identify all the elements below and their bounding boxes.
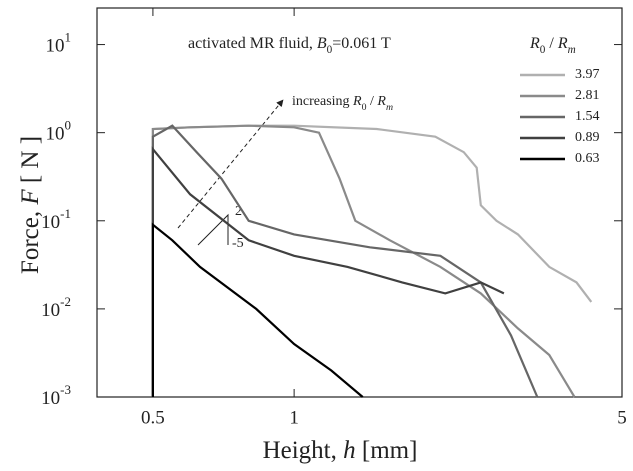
tick-base: 10	[41, 212, 60, 233]
y-axis-label: Force, F [ N ]	[17, 136, 44, 274]
slope-triangle	[197, 213, 229, 246]
tick-base: 10	[41, 300, 60, 321]
tick-exponent: 0	[65, 118, 72, 133]
text-part: F	[17, 189, 44, 206]
legend-label: 0.63	[575, 151, 600, 166]
series-line	[151, 124, 593, 397]
legend-label: 1.54	[575, 109, 600, 124]
text-part: increasing	[292, 94, 353, 109]
series-line	[151, 124, 539, 398]
text-part: /	[367, 94, 378, 109]
series-line	[151, 222, 364, 398]
x-axis-label: Height, h [mm]	[263, 437, 418, 464]
slope-label: 2	[235, 204, 242, 219]
text-part: R	[376, 94, 386, 109]
tick-base: 10	[41, 388, 60, 409]
y-tick-label: 101	[46, 30, 72, 57]
series-line	[151, 124, 576, 398]
y-tick-label: 10-1	[41, 206, 71, 233]
text-part: Force,	[17, 205, 44, 274]
y-tick-label: 10-2	[41, 294, 71, 321]
text-part: R	[352, 94, 362, 109]
x-tick-label: 1	[289, 407, 299, 428]
slope-label: -5	[232, 236, 244, 251]
y-tick-label: 100	[46, 118, 72, 145]
text-part: R	[557, 35, 568, 52]
text-part: R	[529, 35, 540, 52]
text-part: m	[568, 44, 576, 56]
tick-exponent: -1	[60, 206, 71, 221]
text-part: activated MR fluid,	[188, 35, 317, 52]
text-part: m	[386, 102, 393, 113]
legend-label: 0.89	[575, 130, 600, 145]
series-line	[151, 146, 505, 397]
text-part: 0	[362, 102, 367, 113]
text-part: /	[545, 35, 557, 52]
text-part: h	[343, 437, 356, 464]
arrow-label: increasing R0 / Rm	[292, 94, 393, 113]
legend-title: R0 / Rm	[529, 35, 576, 56]
tick-exponent: -2	[60, 294, 71, 309]
legend-label: 3.97	[575, 67, 600, 82]
text-part: 0	[327, 44, 333, 56]
trend-arrow	[177, 99, 284, 229]
tick-base: 10	[46, 36, 65, 57]
tick-exponent: -3	[60, 382, 71, 397]
plot-frame	[96, 7, 623, 398]
text-part: [mm]	[356, 437, 418, 464]
tick-exponent: 1	[65, 30, 72, 45]
text-part: =0.061 T	[332, 35, 391, 52]
annotation: activated MR fluid, B0=0.061 T	[188, 35, 391, 56]
tick-base: 10	[46, 124, 65, 145]
x-tick-label: 5	[617, 407, 627, 428]
text-part: B	[317, 35, 327, 52]
text-part: Height,	[263, 437, 344, 464]
legend-label: 2.81	[575, 88, 600, 103]
text-part: 0	[540, 44, 546, 56]
y-tick-label: 10-3	[41, 382, 71, 409]
x-tick-label: 0.5	[141, 407, 165, 428]
text-part: [ N ]	[17, 136, 44, 189]
